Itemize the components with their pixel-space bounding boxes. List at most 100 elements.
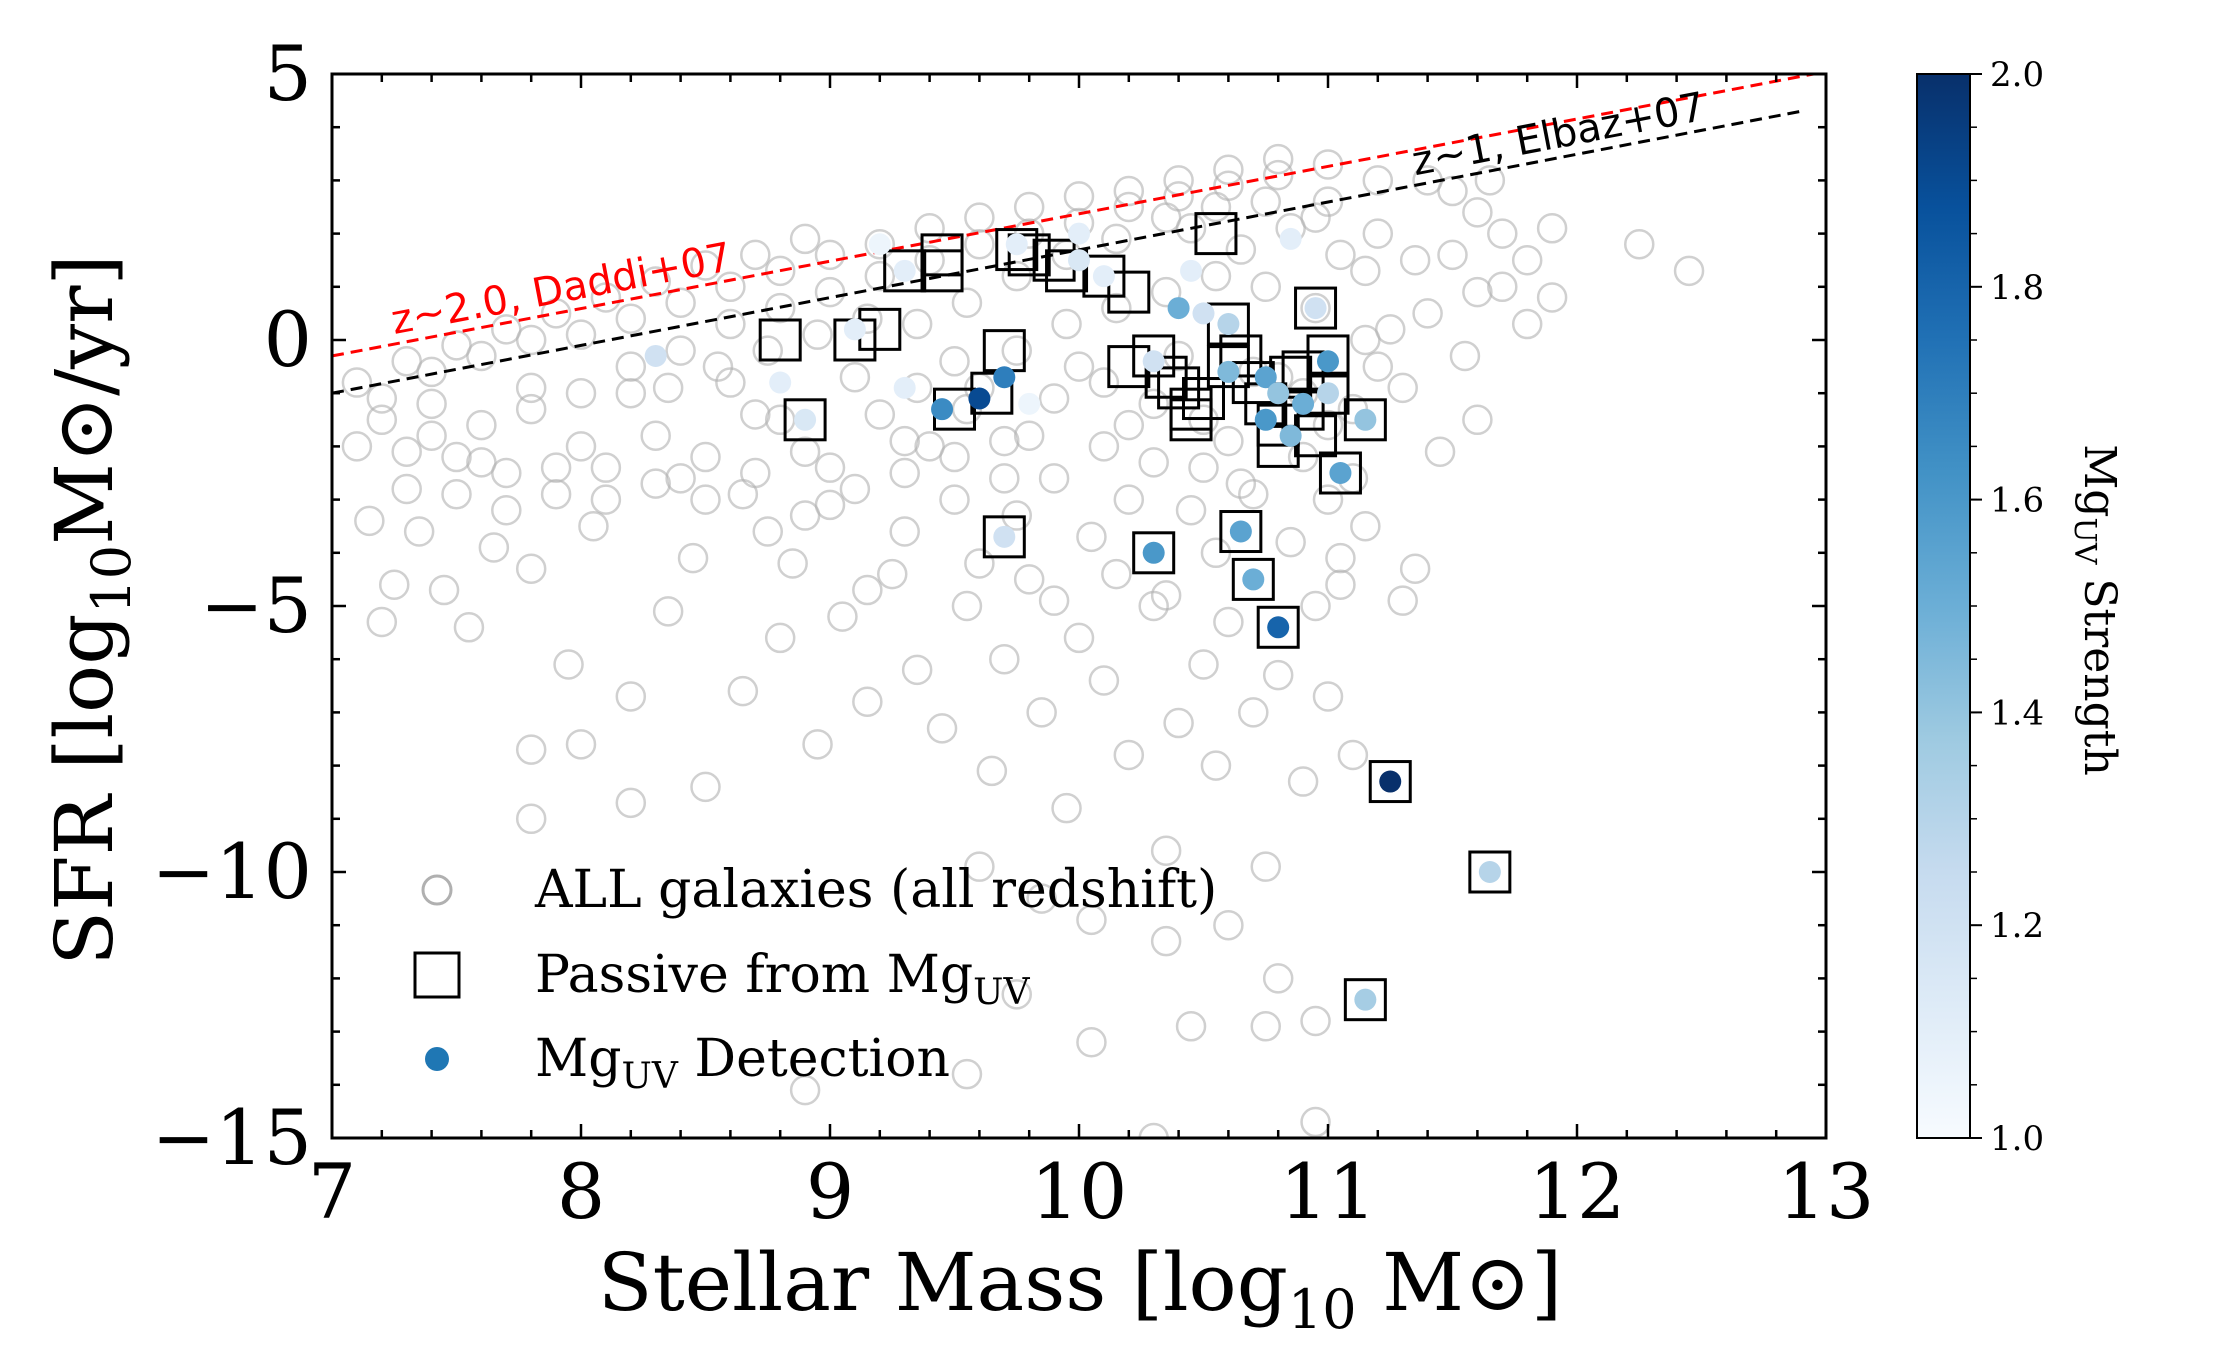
galaxy-point [727,675,759,707]
galaxy-point [366,383,398,414]
detection-dot [1018,392,1041,415]
detection-dot [1317,350,1339,373]
galaxy-point [1088,431,1120,462]
galaxy-point [777,548,808,579]
galaxy-point [827,601,858,632]
galaxy-point [565,319,597,350]
galaxy-point [1350,510,1381,542]
galaxy-point [1163,165,1194,196]
detection-dot [1217,360,1240,383]
galaxy-point [565,431,597,462]
detection-dot [1379,770,1402,793]
passive-square [1045,249,1089,293]
detection-dot [931,398,954,421]
galaxy-point [802,729,833,760]
galaxy-point [640,420,671,452]
galaxy-point [1412,298,1443,329]
galaxy-point [1536,282,1568,313]
galaxy-point [964,548,995,579]
galaxy-point [1175,494,1207,526]
galaxy-point [926,713,958,744]
galaxy-point [1350,324,1381,356]
galaxy-point [416,388,447,420]
passive-square [1318,451,1362,495]
galaxy-point [590,452,622,483]
colorbar-gradient [1916,73,1971,1139]
passive-square [1206,302,1250,346]
galaxy-point [764,255,796,287]
galaxy-point [466,340,497,372]
y-tick-label: 5 [264,29,312,118]
galaxy-point [416,356,447,388]
galaxy-point [814,239,846,271]
detection-dot [1005,233,1028,256]
galaxy-point [1262,143,1294,175]
passive-square [1256,605,1300,649]
colorbar-tick-label: 1.6 [1990,481,2044,521]
x-tick-label: 13 [1778,1147,1875,1236]
galaxy-point [1188,452,1219,483]
colorbar-tick-label: 1.2 [1990,906,2044,946]
detection-dot [1254,366,1277,389]
galaxy-point [740,399,771,430]
x-tick-label: 9 [806,1147,854,1236]
galaxy-point [989,425,1020,457]
galaxy-point [727,479,759,510]
galaxy-point [764,622,796,654]
galaxy-point [565,377,597,409]
galaxy-point [1238,479,1269,510]
galaxy-point [1063,181,1095,212]
galaxy-point [615,351,647,382]
galaxy-point [341,431,373,462]
galaxy-point [1424,436,1456,467]
galaxy-point [1673,255,1705,287]
galaxy-point [1200,260,1232,292]
detection-dot [1354,408,1377,431]
colorbar-tick-label: 1.0 [1990,1119,2044,1159]
galaxy-point [1225,468,1257,499]
legend: ALL galaxies (all redshift) Passive from… [413,860,1217,1097]
galaxy-point [1250,1011,1281,1042]
detection-dot [1092,265,1115,288]
detection-dot [1180,259,1203,282]
galaxy-point [839,361,871,393]
galaxy-point [964,851,995,882]
galaxy-point [515,803,547,835]
galaxy-point [839,473,871,505]
galaxy-point [1437,239,1468,271]
galaxy-point [1150,276,1182,308]
galaxy-point [951,287,983,319]
galaxy-point [964,202,995,233]
galaxy-point [814,452,846,483]
galaxy-point [515,393,547,425]
x-axis-label: Stellar Mass [log10 M⊙] [598,1236,1562,1341]
galaxy-point [814,276,846,308]
detection-dot [893,259,916,282]
galaxy-point [1362,165,1394,196]
detection-dot [993,366,1016,389]
galaxy-point [1262,659,1294,691]
galaxy-point [1076,904,1107,936]
galaxy-point [1325,569,1356,600]
colorbar-ticks: 1.0 1.2 1.4 1.6 1.8 2.0 [1970,55,2044,1159]
passive-square [1182,377,1225,421]
galaxy-point [1051,792,1082,824]
galaxy-point [453,612,485,643]
galaxy-point [1113,409,1145,441]
colorbar-tick-label: 1.8 [1990,268,2044,308]
passive-square [1082,254,1126,298]
galaxy-point [478,532,510,563]
plot-frame [330,72,1828,1140]
passive-square [1468,850,1512,894]
detection-dot [1217,313,1240,336]
colorbar-tick-label: 1.4 [1990,693,2044,733]
galaxy-point [715,308,746,340]
detection-dot [1142,541,1165,564]
detection-dot [993,525,1016,548]
detection-dot [843,318,866,341]
galaxy-point [1138,447,1169,478]
galaxy-point [540,452,572,483]
data-layer [332,74,1814,1138]
galaxy-point [665,335,696,366]
detection-dot [1254,408,1277,431]
